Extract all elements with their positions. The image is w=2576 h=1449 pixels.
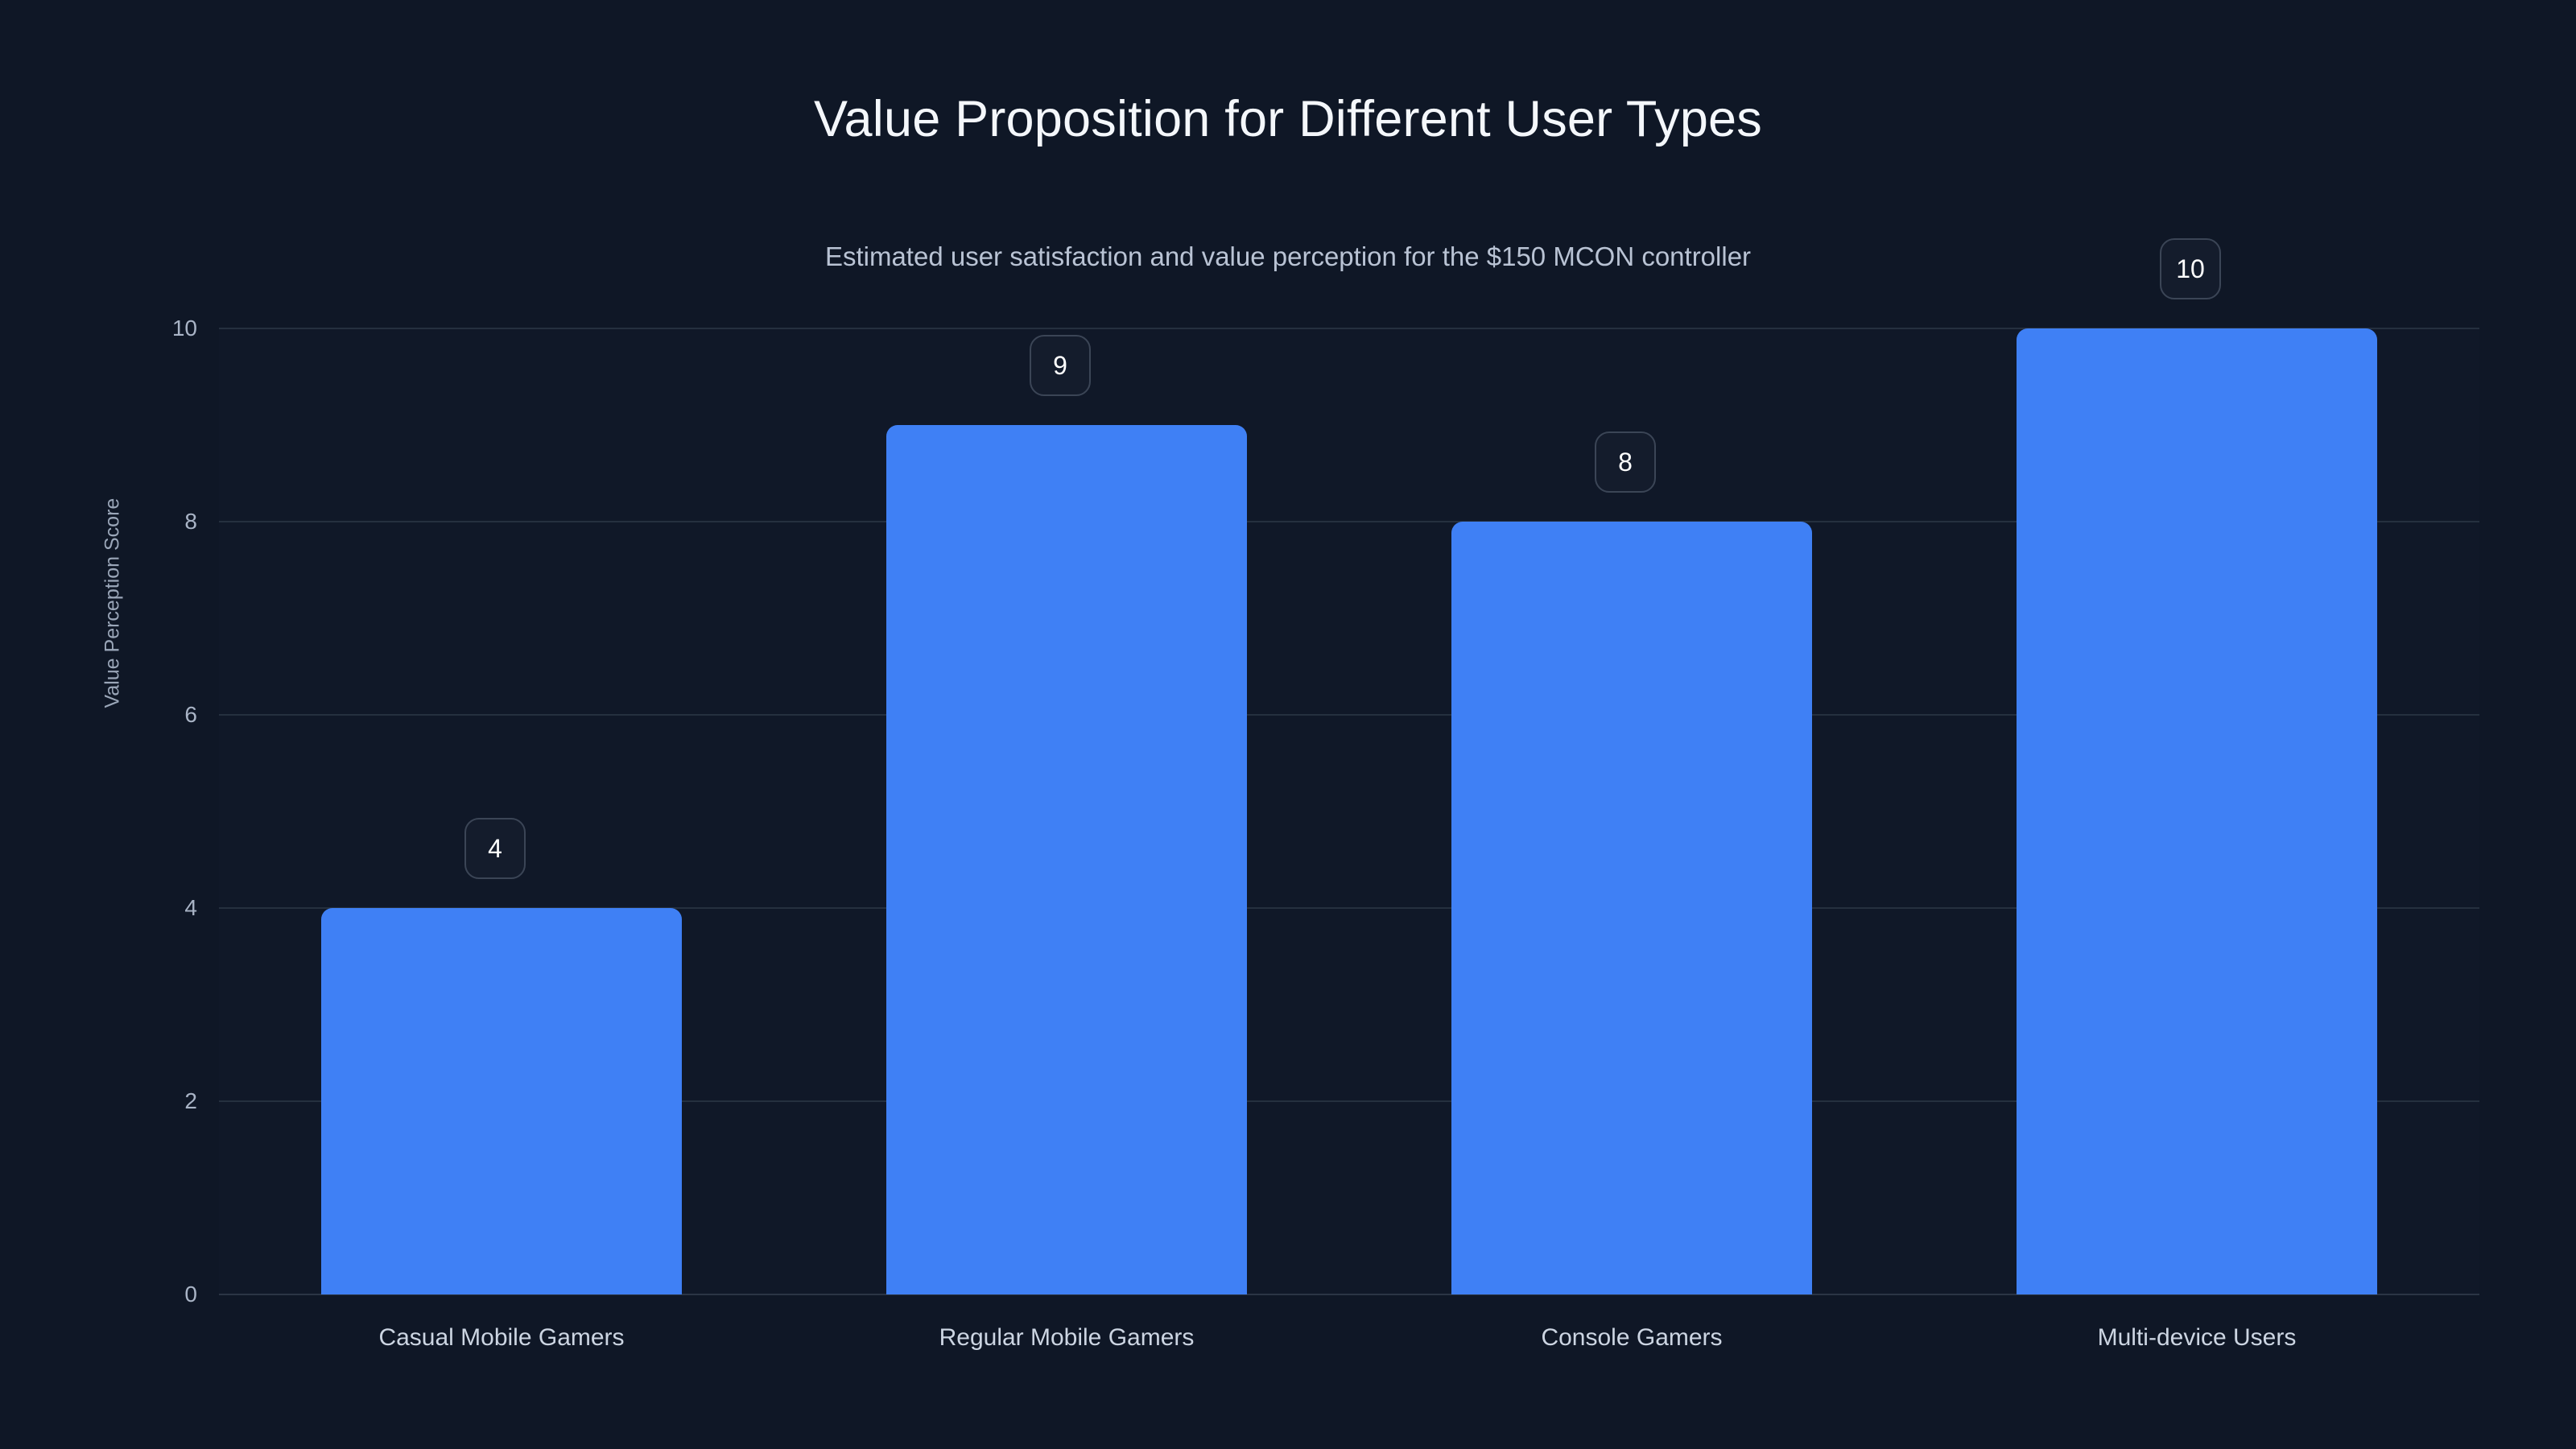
y-axis-title: Value Perception Score: [101, 497, 124, 708]
bar[interactable]: [2017, 328, 2377, 1294]
gridline-6: [219, 714, 2479, 716]
gridline-4: [219, 907, 2479, 909]
y-tick-label-4: 4: [184, 895, 197, 920]
y-tick-label-0: 0: [184, 1282, 197, 1307]
x-tick-label: Console Gamers: [1541, 1324, 1723, 1351]
y-tick-label-10: 10: [171, 316, 197, 341]
x-tick-label: Multi-device Users: [2097, 1324, 2297, 1351]
bar-value-badge: 8: [1595, 431, 1656, 493]
bar[interactable]: [886, 425, 1247, 1294]
plot-area: [219, 328, 2479, 1295]
y-tick-label-6: 6: [184, 702, 197, 727]
bar-value-badge: 10: [2160, 238, 2221, 299]
bar[interactable]: [321, 908, 682, 1294]
x-tick-label: Casual Mobile Gamers: [378, 1324, 625, 1351]
gridline-2: [219, 1100, 2479, 1102]
bar-value-badge: 9: [1030, 335, 1091, 396]
chart-subtitle: Estimated user satisfaction and value pe…: [824, 242, 1752, 271]
bar-value-badge: 4: [464, 818, 526, 879]
x-tick-label: Regular Mobile Gamers: [939, 1324, 1195, 1351]
y-tick-label-2: 2: [184, 1088, 197, 1113]
gridline-8: [219, 521, 2479, 522]
y-tick-label-8: 8: [184, 509, 197, 534]
gridline-0: [219, 1294, 2479, 1295]
bar[interactable]: [1451, 522, 1812, 1294]
gridline-10: [219, 328, 2479, 329]
chart-title: Value Proposition for Different User Typ…: [814, 91, 1762, 147]
